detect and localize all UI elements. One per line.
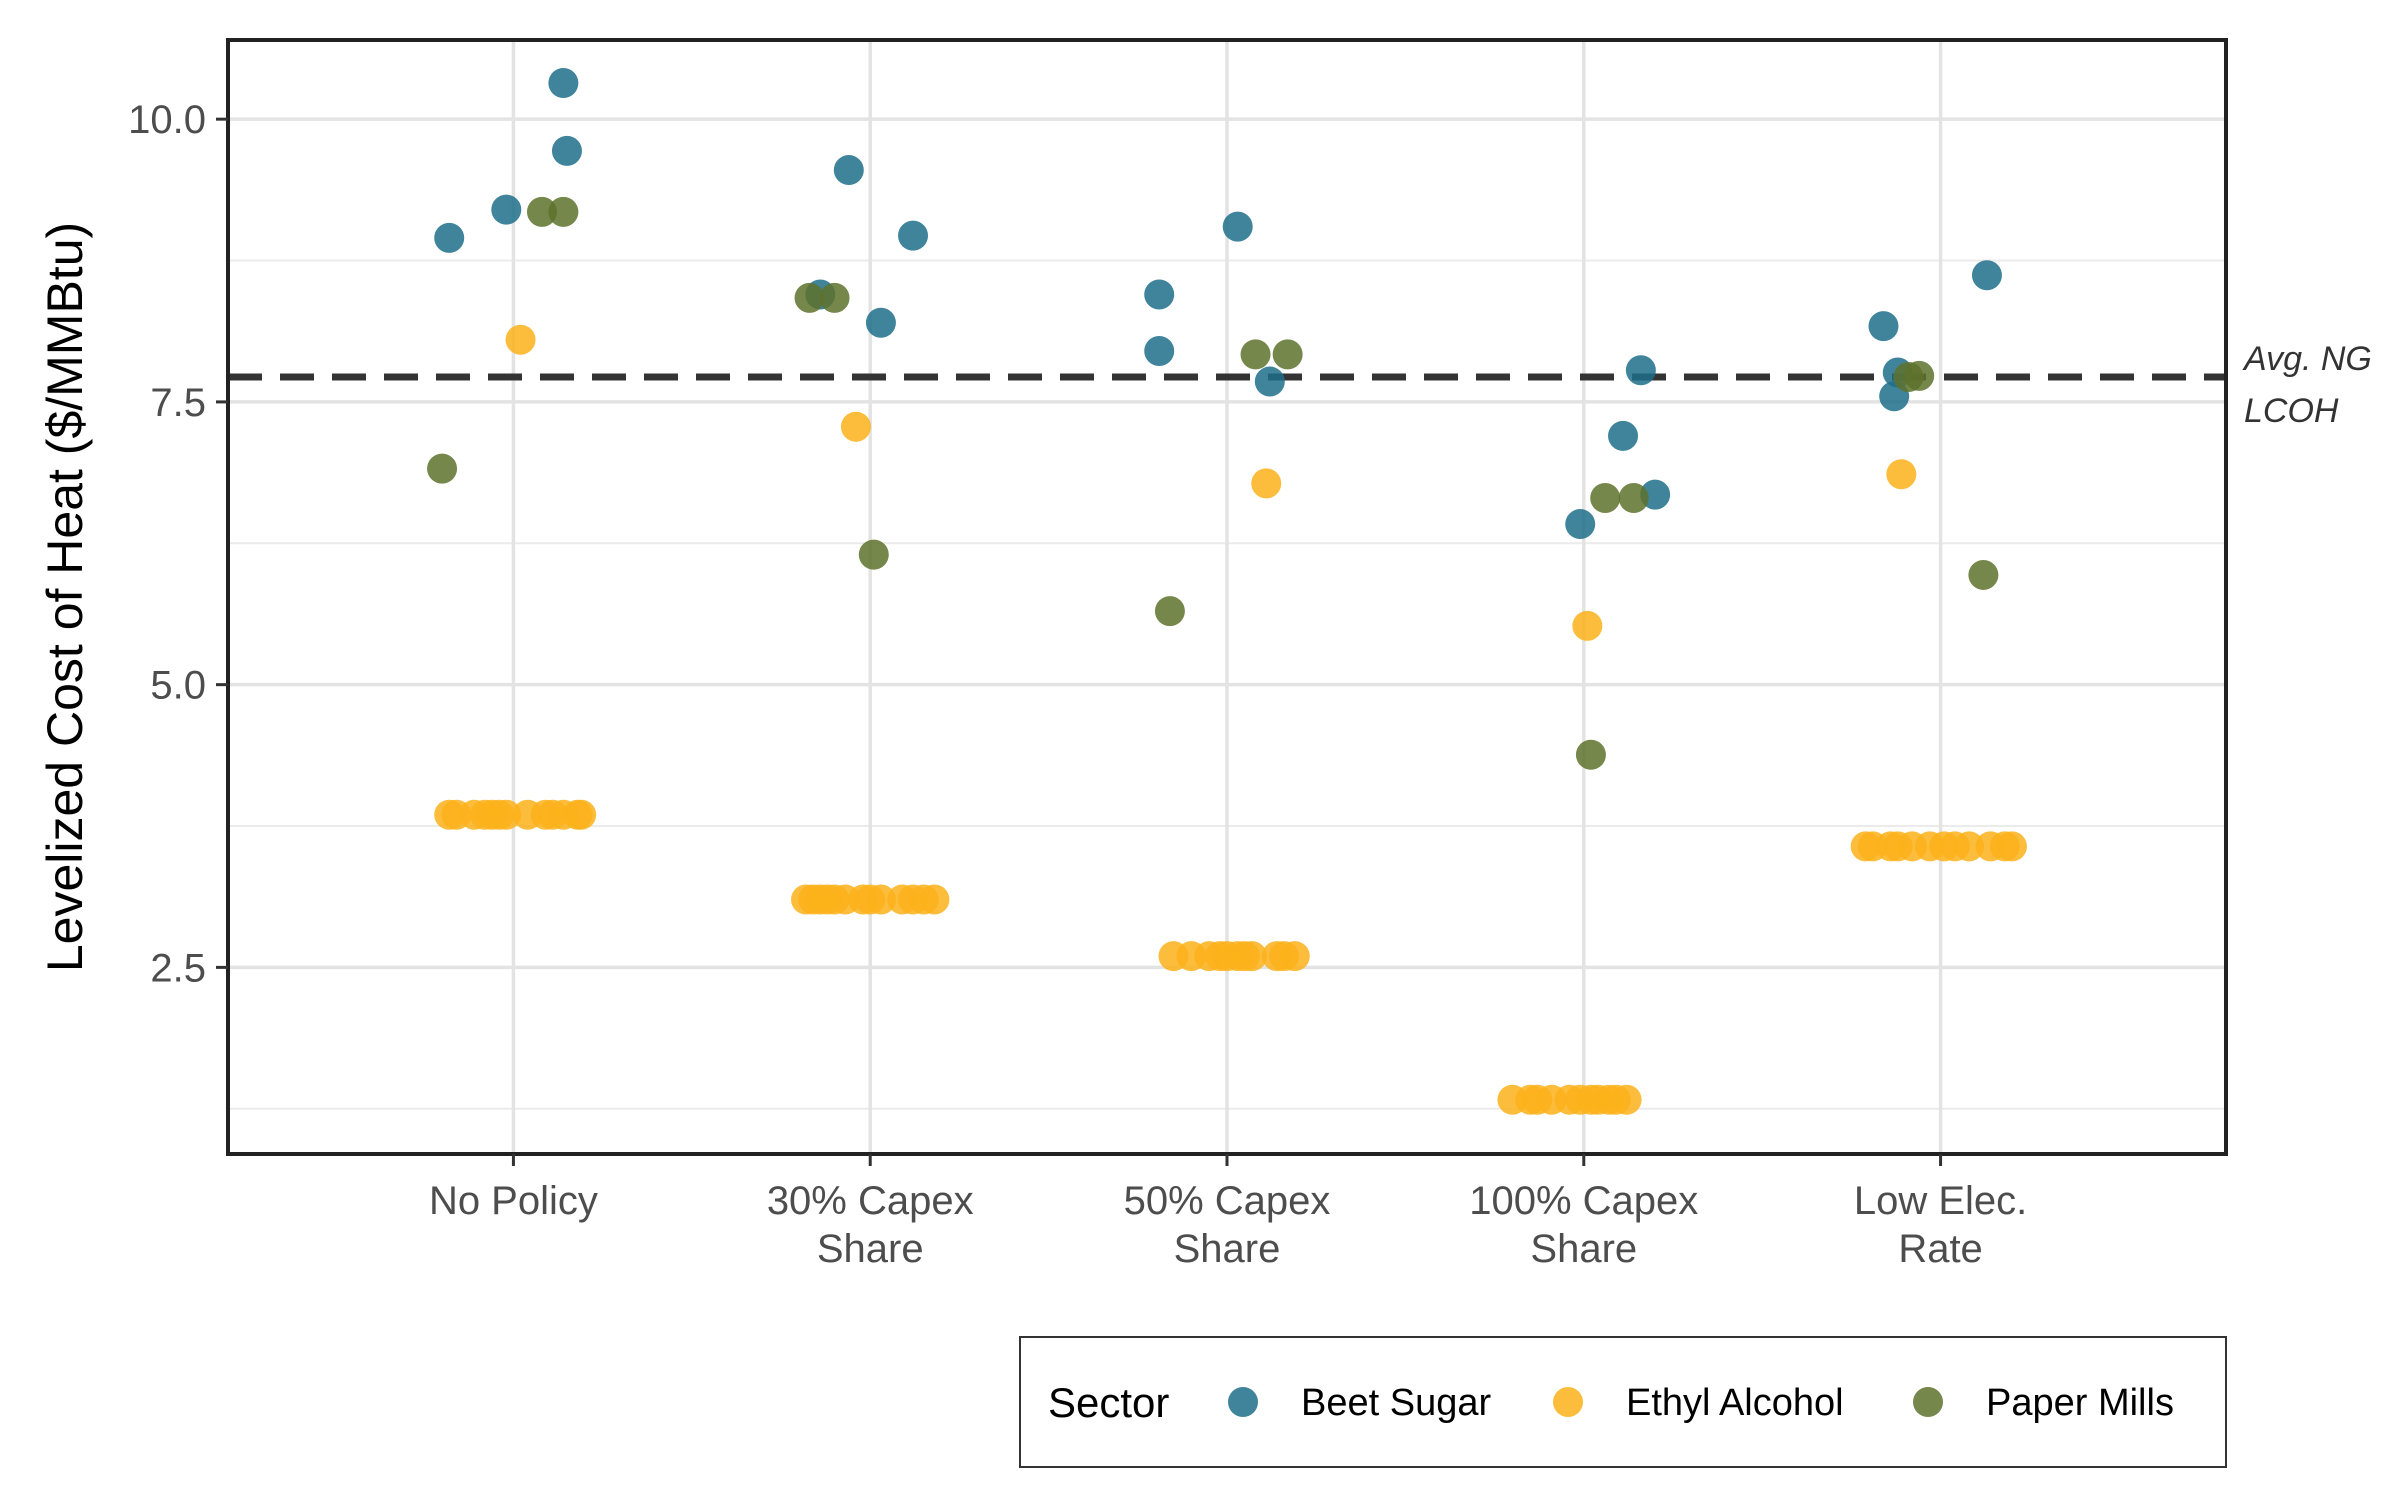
grid-lines [228,40,2226,1154]
point-beet-sugar [1565,509,1596,540]
legend-label: Ethyl Alcohol [1626,1382,1844,1424]
legend-box [1019,1336,2227,1468]
point-beet-sugar [548,67,579,98]
x-axis: No Policy 30% Capex Share 50% Capex Share 100… [429,1154,2027,1271]
point-ethyl-alcohol [1611,1084,1642,1115]
point-beet-sugar [491,194,522,225]
y-tick-label: 2.5 [150,946,206,990]
point-beet-sugar [1222,211,1253,242]
point-paper-mills [526,196,557,227]
point-ethyl-alcohol [1279,941,1310,972]
legend-key [1553,1387,1583,1417]
point-beet-sugar [898,220,929,251]
y-tick-label: 10.0 [128,98,206,142]
point-beet-sugar [434,222,465,253]
point-paper-mills [1904,360,1935,391]
point-paper-mills [548,196,579,227]
x-tick-label: 100% Capex Share [1469,1179,1698,1271]
reference-line-label: Avg. NG LCOH [2242,340,2372,430]
legend-label: Paper Mills [1986,1382,2174,1424]
point-beet-sugar [833,155,864,186]
point-ethyl-alcohol [865,884,896,915]
point-paper-mills [1618,483,1649,514]
point-ethyl-alcohol [919,884,950,915]
x-tick-label: No Policy [429,1179,598,1223]
point-beet-sugar [1868,311,1899,342]
y-tick-label: 7.5 [150,381,206,425]
point-ethyl-alcohol [1572,610,1603,641]
legend-key [1913,1387,1943,1417]
legend-key [1228,1387,1258,1417]
point-ethyl-alcohol [1236,941,1267,972]
point-paper-mills [1240,339,1271,370]
y-tick-label: 5.0 [150,664,206,708]
point-beet-sugar [1971,260,2002,291]
point-paper-mills [427,453,458,484]
reference-label-line: Avg. NG [2242,340,2372,378]
point-ethyl-alcohol [1996,831,2027,862]
point-paper-mills [1575,739,1606,770]
point-beet-sugar [1608,420,1639,451]
x-tick-label: 30% Capex Share [767,1179,974,1271]
point-beet-sugar [1625,355,1656,386]
y-axis-title: Levelized Cost of Heat ($/MMBtu) [37,222,93,972]
x-tick-label: Low Elec. Rate [1854,1179,2027,1271]
reference-label-line: LCOH [2244,392,2339,430]
point-ethyl-alcohol [566,799,597,830]
point-paper-mills [819,282,850,313]
point-beet-sugar [865,307,896,338]
point-ethyl-alcohol [840,411,871,442]
point-ethyl-alcohol [1251,468,1282,499]
point-paper-mills [858,539,889,570]
point-beet-sugar [1254,366,1285,397]
point-paper-mills [1154,596,1185,627]
point-ethyl-alcohol [505,324,536,355]
legend-title: Sector [1048,1379,1169,1426]
point-beet-sugar [1144,279,1175,310]
point-paper-mills [1272,339,1303,370]
x-tick-label: 50% Capex Share [1124,1179,1331,1271]
point-ethyl-alcohol [491,799,522,830]
point-ethyl-alcohol [1886,459,1917,490]
y-axis: 2.5 5.0 7.5 10.0 [128,98,228,990]
point-paper-mills [794,282,825,313]
data-points [427,67,2027,1115]
point-paper-mills [1590,483,1621,514]
point-beet-sugar [551,135,582,166]
legend-label: Beet Sugar [1301,1382,1491,1424]
point-ethyl-alcohol [1954,831,1985,862]
legend: Sector Beet Sugar Ethyl Alcohol Paper Mills [1019,1336,2227,1468]
point-beet-sugar [1144,336,1175,367]
point-paper-mills [1968,559,1999,590]
